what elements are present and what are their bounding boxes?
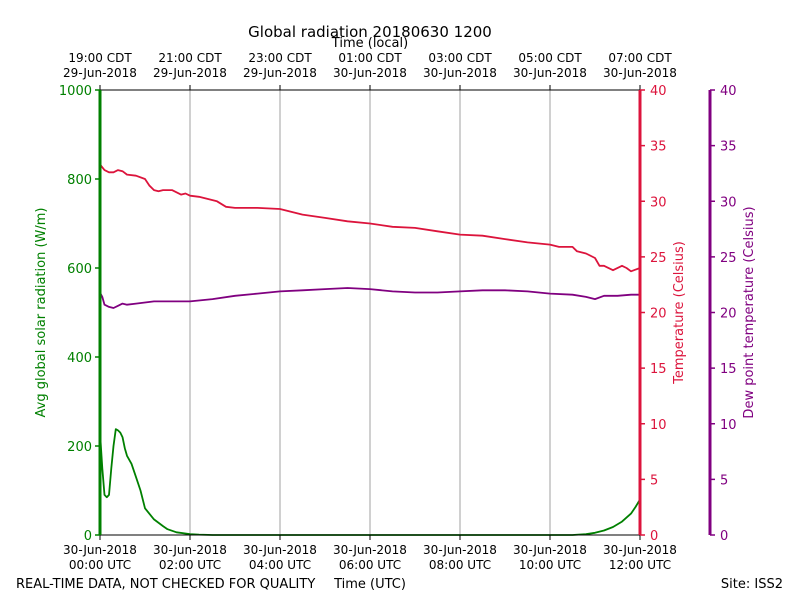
top-tick-label-date: 29-Jun-2018 <box>153 66 227 80</box>
top-tick-label-time: 19:00 CDT <box>68 51 132 65</box>
top-tick-label-time: 07:00 CDT <box>608 51 672 65</box>
right-tick-label: 35 <box>650 140 667 155</box>
right-tick-label: 10 <box>650 418 667 433</box>
top-tick-label-time: 03:00 CDT <box>428 51 492 65</box>
chart-title: Global radiation 20180630 1200 <box>248 23 492 41</box>
far-right-tick-label: 0 <box>720 529 728 544</box>
far-right-axis-label: Dew point temperature (Celsius) <box>742 206 757 418</box>
bottom-tick-label-date: 30-Jun-2018 <box>423 543 497 557</box>
bottom-tick-label-date: 30-Jun-2018 <box>153 543 227 557</box>
far-right-tick-label: 25 <box>720 251 737 266</box>
left-tick-label: 800 <box>67 173 92 188</box>
bottom-axis-label: Time (UTC) <box>333 577 406 592</box>
series-layer <box>99 163 641 536</box>
far-right-tick-label: 30 <box>720 195 737 210</box>
far-right-tick-label: 20 <box>720 307 737 322</box>
radiation-line <box>99 428 641 536</box>
bottom-tick-label-time: 12:00 UTC <box>609 558 671 572</box>
top-tick-label-date: 30-Jun-2018 <box>423 66 497 80</box>
left-tick-label: 1000 <box>59 84 92 99</box>
right-tick-label: 5 <box>650 473 658 488</box>
quality-note: REAL-TIME DATA, NOT CHECKED FOR QUALITY <box>16 577 315 592</box>
temperature-line <box>99 163 641 273</box>
top-tick-label-time: 23:00 CDT <box>248 51 312 65</box>
bottom-tick-label-time: 10:00 UTC <box>519 558 581 572</box>
top-tick-label-date: 30-Jun-2018 <box>333 66 407 80</box>
top-axis-label: Time (local) <box>331 36 408 51</box>
bottom-tick-label-date: 30-Jun-2018 <box>513 543 587 557</box>
right-tick-label: 30 <box>650 195 667 210</box>
dewpoint-line <box>99 287 640 309</box>
left-tick-label: 200 <box>67 440 92 455</box>
far-right-tick-label: 15 <box>720 362 737 377</box>
bottom-tick-label-date: 30-Jun-2018 <box>333 543 407 557</box>
grid-lines <box>189 90 551 535</box>
far-right-tick-label: 40 <box>720 84 737 99</box>
right-tick-label: 0 <box>650 529 658 544</box>
right-tick-label: 25 <box>650 251 667 266</box>
left-tick-label: 600 <box>67 262 92 277</box>
top-tick-label-time: 01:00 CDT <box>338 51 402 65</box>
top-tick-label-date: 29-Jun-2018 <box>243 66 317 80</box>
bottom-tick-label-time: 08:00 UTC <box>429 558 491 572</box>
far-right-tick-label: 35 <box>720 140 737 155</box>
right-tick-label: 20 <box>650 307 667 322</box>
bottom-tick-label-time: 06:00 UTC <box>339 558 401 572</box>
top-tick-label-date: 30-Jun-2018 <box>603 66 677 80</box>
bottom-tick-label-date: 30-Jun-2018 <box>243 543 317 557</box>
bottom-tick-label-date: 30-Jun-2018 <box>63 543 137 557</box>
right-axis-label: Temperature (Celsius) <box>672 241 687 385</box>
left-tick-label: 400 <box>67 351 92 366</box>
bottom-tick-label-time: 00:00 UTC <box>69 558 131 572</box>
right-tick-label: 40 <box>650 84 667 99</box>
far-right-tick-label: 10 <box>720 418 737 433</box>
left-axis-label: Avg global solar radiation (W/m) <box>34 208 49 418</box>
site-label: Site: ISS2 <box>721 577 783 592</box>
right-tick-label: 15 <box>650 362 667 377</box>
bottom-tick-label-date: 30-Jun-2018 <box>603 543 677 557</box>
top-tick-label-time: 21:00 CDT <box>158 51 222 65</box>
top-tick-label-date: 30-Jun-2018 <box>513 66 587 80</box>
top-tick-label-date: 29-Jun-2018 <box>63 66 137 80</box>
bottom-tick-label-time: 04:00 UTC <box>249 558 311 572</box>
left-tick-label: 0 <box>84 529 92 544</box>
far-right-tick-label: 5 <box>720 473 728 488</box>
bottom-tick-label-time: 02:00 UTC <box>159 558 221 572</box>
top-tick-label-time: 05:00 CDT <box>518 51 582 65</box>
